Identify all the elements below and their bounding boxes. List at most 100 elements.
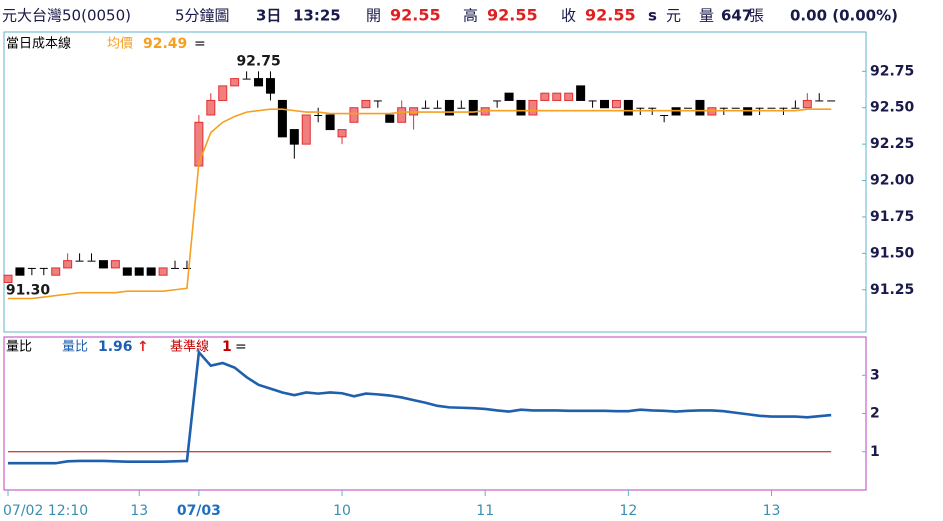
candle-body (254, 78, 264, 87)
legend-value: 92.49 (143, 36, 187, 52)
y-tick-label: 91.50 (870, 245, 915, 261)
candle-body (242, 78, 251, 80)
candle-body (206, 99, 216, 116)
candle-body (755, 107, 764, 109)
candle-body (457, 107, 466, 109)
flag: s (648, 7, 657, 25)
candle-body (504, 92, 514, 101)
candle-body (767, 107, 776, 109)
panel-title: 當日成本線 (6, 36, 71, 52)
volume-label: 量 (699, 7, 714, 25)
candle-body (397, 107, 407, 123)
candle-body (433, 107, 442, 109)
high-value: 92.55 (487, 6, 538, 25)
candle-body (684, 107, 693, 109)
high-annotation: 92.75 (236, 53, 280, 69)
legend-name: 量比 (62, 340, 88, 355)
candle-body (660, 115, 669, 117)
x-tick-label: 07/03 (177, 503, 221, 519)
candle-body (827, 100, 836, 102)
x-tick-label: 13 (130, 503, 148, 519)
candle-body (719, 107, 728, 109)
candle-body (122, 267, 132, 276)
candle-body (27, 267, 36, 269)
candle-body (564, 92, 574, 101)
candle-body (493, 100, 502, 102)
legend-name: 均價 (107, 37, 133, 52)
x-tick-label: 11 (476, 503, 494, 519)
candle-body (98, 260, 108, 269)
candle-body (87, 260, 96, 262)
candle-body (648, 107, 657, 109)
y-tick-label: 92.25 (870, 136, 914, 152)
header-bg (0, 0, 943, 30)
y-tick-label: 91.75 (870, 209, 914, 225)
low-annotation: 91.30 (6, 282, 51, 298)
candle-body (576, 85, 586, 101)
change: 0.00 (0.00%) (790, 7, 898, 25)
candle-body (110, 260, 120, 269)
candle-body (158, 267, 168, 276)
legend-value: 1.96 (98, 339, 133, 355)
stock-name: 元大台灣50(0050) (2, 7, 131, 25)
candle-body (230, 78, 240, 87)
candle-body (468, 99, 478, 116)
candle-body (75, 260, 84, 262)
candle-body (314, 115, 323, 117)
reference-value: 1 (222, 339, 232, 355)
y-tick-label: 3 (870, 367, 880, 383)
y-tick-label: 92.00 (870, 173, 915, 189)
x-tick-label: 12 (619, 503, 637, 519)
candle-body (218, 85, 228, 101)
candle-body (600, 99, 609, 109)
candle-body (421, 107, 430, 109)
candle-body (516, 99, 526, 116)
candle-body (444, 99, 454, 116)
candle-body (171, 267, 180, 269)
currency: 元 (666, 7, 681, 25)
candle-body (301, 114, 311, 145)
y-tick-label: 91.25 (870, 282, 914, 298)
y-tick-label: 1 (870, 444, 880, 460)
y-tick-label: 2 (870, 406, 880, 422)
candle-body (337, 129, 347, 138)
legend-suffix: = (194, 36, 206, 52)
candle-body (815, 100, 824, 102)
candle-body (277, 99, 287, 138)
close-label: 收 (561, 7, 576, 25)
x-tick-label: 10 (333, 503, 351, 519)
candle-body (51, 267, 61, 276)
close-value: 92.55 (585, 6, 636, 25)
candle-body (623, 99, 633, 116)
days: 3日 (256, 7, 281, 25)
candle-body (39, 267, 48, 269)
candle-body (349, 107, 359, 123)
candle-body (325, 114, 335, 131)
time: 13:25 (293, 7, 341, 25)
x-tick-label: 13 (763, 503, 781, 519)
candle-body (3, 274, 13, 283)
line (8, 349, 832, 465)
candle-body (552, 92, 562, 101)
candle-body (63, 260, 73, 269)
candle-body (636, 107, 645, 109)
open-label: 開 (366, 7, 381, 25)
interval: 5分鐘圖 (175, 7, 230, 25)
candle-body (611, 99, 621, 109)
y-tick-label: 92.75 (870, 63, 914, 79)
candle-body (15, 267, 25, 276)
candle-body (528, 99, 538, 116)
candle-body (791, 107, 800, 109)
candle-body (779, 107, 788, 109)
candle-body (361, 99, 371, 109)
candle-body (802, 99, 812, 109)
candle-body (588, 100, 597, 102)
volume-unit: 張 (749, 7, 764, 25)
volume-value: 647 (721, 7, 752, 25)
open-value: 92.55 (390, 6, 441, 25)
candle-body (373, 100, 382, 102)
price-panel (3, 31, 867, 333)
candle-body (385, 114, 395, 123)
